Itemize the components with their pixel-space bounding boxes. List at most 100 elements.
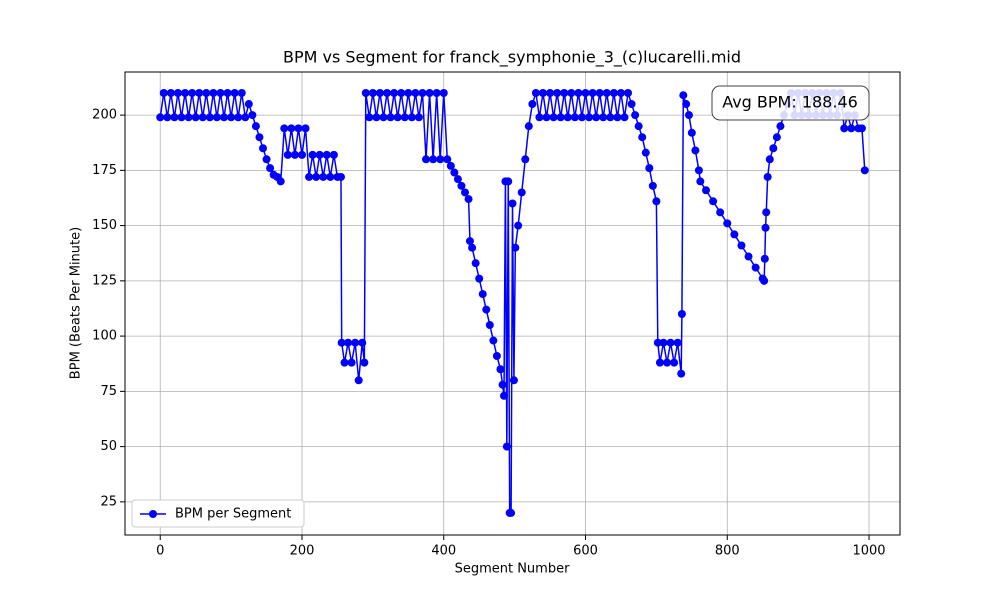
data-point bbox=[498, 380, 507, 389]
data-point bbox=[351, 338, 360, 347]
data-point bbox=[400, 113, 409, 122]
data-point bbox=[234, 113, 243, 122]
data-point bbox=[772, 133, 781, 142]
data-point bbox=[181, 88, 190, 97]
data-point bbox=[694, 166, 703, 175]
data-point bbox=[504, 177, 513, 186]
y-tick-label: 25 bbox=[100, 494, 117, 509]
y-tick-label: 200 bbox=[92, 108, 117, 123]
data-point bbox=[581, 88, 590, 97]
data-point bbox=[687, 128, 696, 137]
data-point bbox=[422, 155, 431, 164]
data-point bbox=[262, 155, 271, 164]
data-point bbox=[188, 88, 197, 97]
data-point bbox=[602, 88, 611, 97]
data-point bbox=[763, 172, 772, 181]
data-point bbox=[524, 122, 533, 131]
data-point bbox=[542, 113, 551, 122]
data-point bbox=[312, 172, 321, 181]
data-point bbox=[652, 197, 661, 206]
data-point bbox=[198, 113, 207, 122]
data-point bbox=[613, 113, 622, 122]
data-point bbox=[220, 113, 229, 122]
chart-title: BPM vs Segment for franck_symphonie_3_(c… bbox=[283, 48, 741, 68]
data-point bbox=[365, 113, 374, 122]
data-point bbox=[301, 124, 310, 133]
data-point bbox=[776, 122, 785, 131]
data-point bbox=[457, 181, 466, 190]
data-point bbox=[492, 351, 501, 360]
x-axis-label: Segment Number bbox=[455, 562, 571, 577]
data-point bbox=[202, 88, 211, 97]
data-point bbox=[471, 259, 480, 268]
data-point bbox=[244, 100, 253, 109]
data-point bbox=[287, 124, 296, 133]
data-point bbox=[499, 391, 508, 400]
data-point bbox=[737, 241, 746, 250]
data-point bbox=[294, 124, 303, 133]
data-point bbox=[361, 88, 370, 97]
data-point bbox=[375, 88, 384, 97]
data-point bbox=[393, 113, 402, 122]
y-tick-label: 100 bbox=[92, 329, 117, 344]
data-point bbox=[684, 111, 693, 120]
data-point bbox=[592, 113, 601, 122]
data-point bbox=[411, 88, 420, 97]
data-point bbox=[223, 88, 232, 97]
data-point bbox=[173, 88, 182, 97]
data-point bbox=[453, 175, 462, 184]
data-point bbox=[425, 88, 434, 97]
data-point bbox=[482, 305, 491, 314]
data-point bbox=[606, 113, 615, 122]
data-point bbox=[563, 113, 572, 122]
data-point bbox=[670, 358, 679, 367]
plot-frame bbox=[124, 71, 901, 536]
data-point bbox=[620, 113, 629, 122]
data-point bbox=[673, 338, 682, 347]
data-point bbox=[577, 113, 586, 122]
data-point bbox=[560, 88, 569, 97]
data-point bbox=[840, 124, 849, 133]
data-point bbox=[653, 338, 662, 347]
data-point bbox=[266, 164, 275, 173]
data-point bbox=[535, 113, 544, 122]
data-point bbox=[347, 358, 356, 367]
legend-box bbox=[131, 499, 305, 528]
data-point bbox=[666, 338, 675, 347]
data-point bbox=[163, 113, 172, 122]
data-point bbox=[514, 221, 523, 230]
data-point bbox=[336, 172, 345, 181]
data-point bbox=[528, 100, 537, 109]
data-point bbox=[464, 195, 473, 204]
data-point bbox=[414, 113, 423, 122]
data-point bbox=[227, 113, 236, 122]
data-point bbox=[857, 124, 866, 133]
data-point bbox=[609, 88, 618, 97]
data-point bbox=[599, 113, 608, 122]
data-point bbox=[418, 88, 427, 97]
data-point bbox=[390, 88, 399, 97]
data-point bbox=[372, 113, 381, 122]
data-point bbox=[716, 208, 725, 217]
data-point bbox=[429, 155, 438, 164]
data-point bbox=[624, 88, 633, 97]
data-point bbox=[432, 88, 441, 97]
data-point bbox=[682, 100, 691, 109]
legend-marker bbox=[149, 510, 157, 518]
data-point bbox=[502, 442, 511, 451]
data-point bbox=[702, 186, 711, 195]
data-point bbox=[521, 155, 530, 164]
data-point bbox=[677, 309, 686, 318]
data-point bbox=[280, 124, 289, 133]
data-point bbox=[751, 263, 760, 272]
data-point bbox=[567, 88, 576, 97]
data-point bbox=[465, 237, 474, 246]
data-point bbox=[159, 88, 168, 97]
data-point bbox=[595, 88, 604, 97]
data-point bbox=[489, 336, 498, 345]
data-point bbox=[344, 338, 353, 347]
data-point bbox=[230, 88, 239, 97]
data-point bbox=[508, 199, 517, 208]
data-point bbox=[212, 113, 221, 122]
